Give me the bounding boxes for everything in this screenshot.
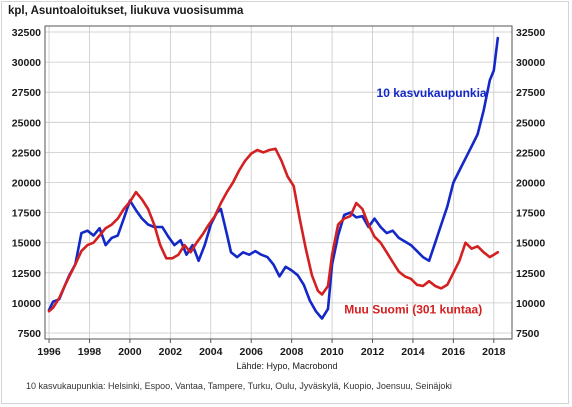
x-tick-label: 2014	[401, 346, 425, 358]
footnote: 10 kasvukaupunkia: Helsinki, Espoo, Vant…	[26, 381, 452, 391]
y-tick-label-right: 20000	[516, 178, 545, 190]
y-tick-label-left: 7500	[18, 328, 42, 340]
y-tick-label-right: 10000	[516, 298, 545, 310]
y-tick-label-left: 15000	[12, 238, 41, 250]
chart-title: kpl, Asuntoaloitukset, liukuva vuosisumm…	[8, 5, 244, 17]
y-tick-label-right: 25000	[516, 117, 545, 129]
x-tick-label: 2018	[482, 346, 506, 358]
y-tick-label-right: 22500	[516, 147, 545, 159]
y-tick-label-left: 17500	[12, 208, 41, 220]
series-lines	[47, 36, 500, 320]
y-tick-label-left: 12500	[12, 268, 41, 280]
series-line-muu-suomi	[47, 147, 500, 313]
x-tick-label: 2016	[442, 346, 466, 358]
y-tick-label-left: 22500	[12, 147, 41, 159]
x-axis: 1996 1998 2000 2002 2004 2006 2008 2010 2012 2014…	[37, 339, 506, 358]
series-line-kasvukaupungit	[47, 36, 500, 320]
y-tick-label-left: 32500	[12, 27, 41, 39]
y-axis-right: 7500 10000 12500 15000 17500 20000 22500 25000 2…	[516, 27, 545, 340]
label-kasvukaupungit: 10 kasvukaupunkia	[377, 86, 487, 100]
y-tick-label-right: 17500	[516, 208, 545, 220]
y-tick-label-right: 7500	[516, 328, 540, 340]
grid-lines	[45, 26, 512, 339]
y-tick-label-right: 15000	[516, 238, 545, 250]
source-note: Lähde: Hypo, Macrobond	[236, 361, 337, 371]
x-tick-label: 2006	[240, 346, 264, 358]
x-tick-label: 1996	[37, 346, 61, 358]
label-muu-suomi: Muu Suomi (301 kuntaa)	[344, 303, 482, 317]
plot-area-border	[44, 25, 513, 340]
y-tick-label-left: 27500	[12, 87, 41, 99]
x-tick-label: 2012	[361, 346, 385, 358]
x-tick-label: 2010	[320, 346, 344, 358]
x-tick-label: 2002	[159, 346, 183, 358]
x-tick-label: 2004	[199, 346, 223, 358]
y-tick-label-left: 25000	[12, 117, 41, 129]
series-labels: 10 kasvukaupunkia Muu Suomi (301 kuntaa)	[344, 86, 487, 317]
y-tick-label-right: 30000	[516, 57, 545, 69]
x-tick-label: 2000	[118, 346, 142, 358]
y-tick-label-right: 32500	[516, 27, 545, 39]
y-axis-left: 7500 10000 12500 15000 17500 20000 22500 25000 2…	[12, 27, 41, 340]
y-tick-label-right: 12500	[516, 268, 545, 280]
y-tick-label-left: 20000	[12, 178, 41, 190]
x-tick-label: 1998	[78, 346, 102, 358]
x-tick-label: 2008	[280, 346, 304, 358]
y-tick-label-left: 30000	[12, 57, 41, 69]
y-tick-label-right: 27500	[516, 87, 545, 99]
y-tick-label-left: 10000	[12, 298, 41, 310]
